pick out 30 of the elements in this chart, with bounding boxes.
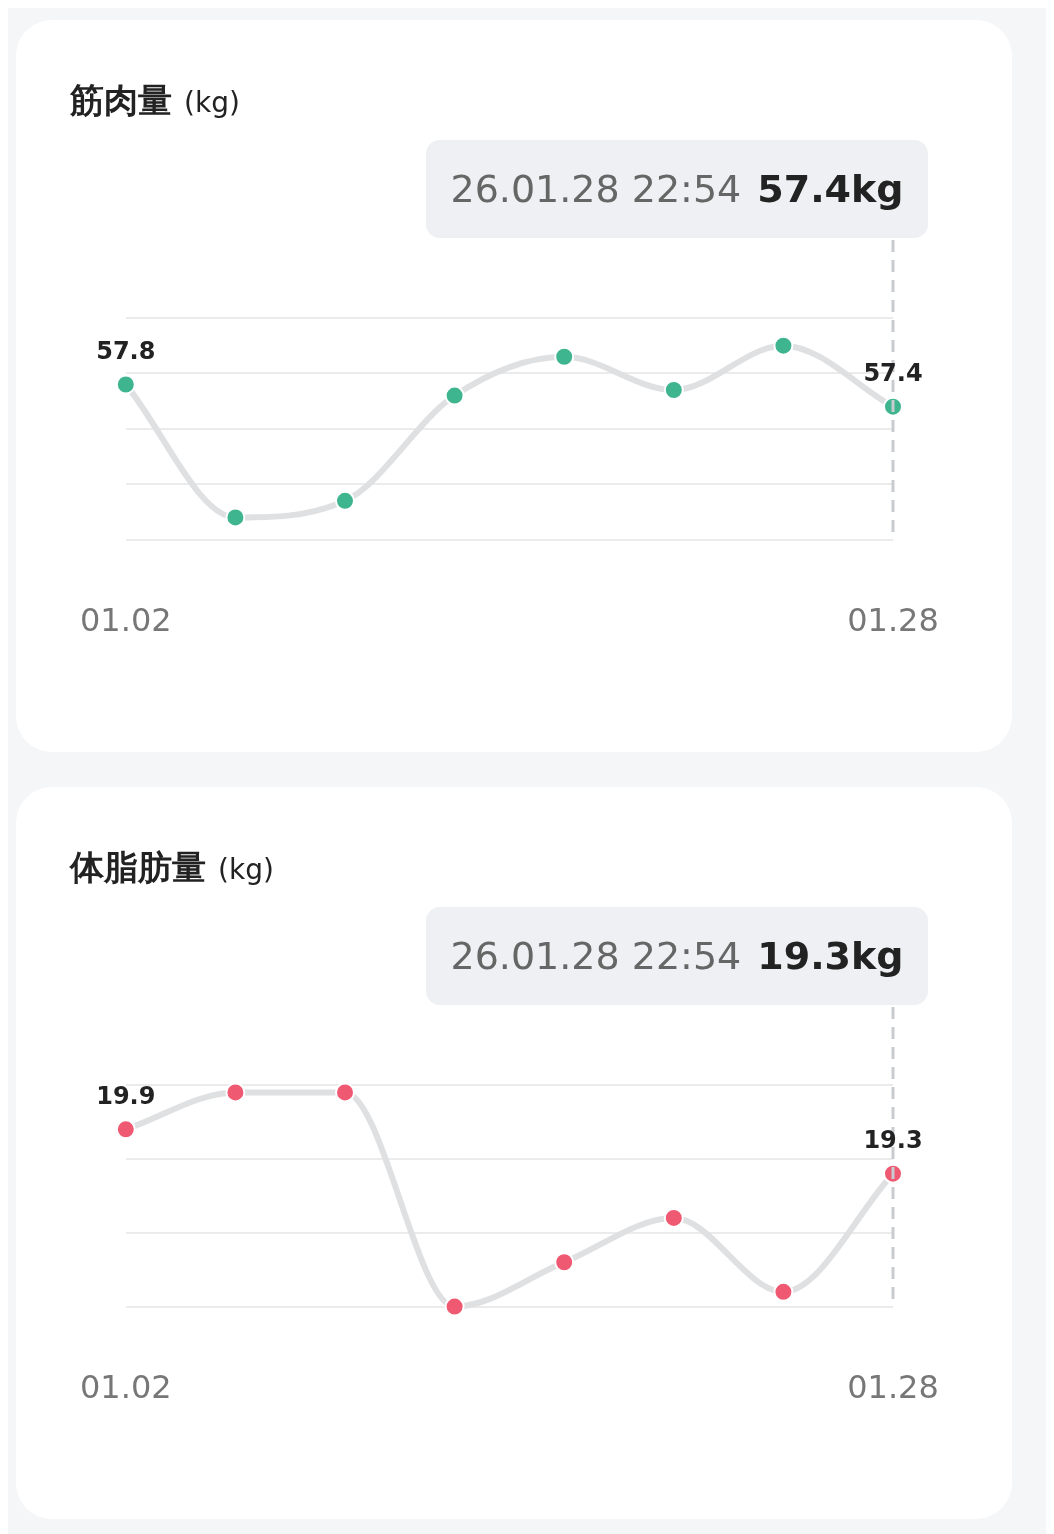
point — [115, 374, 136, 395]
chart-subtitle: (kg) — [218, 853, 274, 886]
x-tick-label: 01.28 — [847, 601, 939, 640]
data-label: 57.4 — [863, 358, 923, 387]
point — [663, 1207, 684, 1228]
x-tick-label: 01.02 — [80, 601, 172, 640]
data-label: 19.9 — [96, 1081, 156, 1110]
point — [335, 490, 355, 511]
text: 19.3kg — [757, 934, 904, 978]
point — [663, 380, 684, 401]
x-tick-label: 01.02 — [80, 1368, 172, 1407]
text: 26.01.28 22:54 — [450, 934, 742, 978]
point — [554, 1252, 575, 1273]
data-label: 19.3 — [863, 1125, 923, 1154]
text: 26.01.28 22:54 — [450, 167, 742, 211]
point — [225, 1082, 246, 1103]
point — [444, 1296, 465, 1317]
point — [115, 1119, 136, 1140]
point — [773, 335, 794, 356]
chart-title: 体脂肪量 — [70, 847, 206, 887]
data-label: 57.8 — [96, 336, 156, 365]
text: 57.4kg — [757, 167, 904, 211]
x-tick-label: 01.28 — [847, 1368, 939, 1407]
point — [225, 507, 246, 528]
point — [444, 385, 465, 406]
chart-title: 筋肉量 — [70, 80, 172, 120]
point — [554, 346, 575, 367]
chart-subtitle: (kg) — [184, 86, 240, 119]
point — [335, 1082, 355, 1103]
point — [773, 1281, 794, 1302]
